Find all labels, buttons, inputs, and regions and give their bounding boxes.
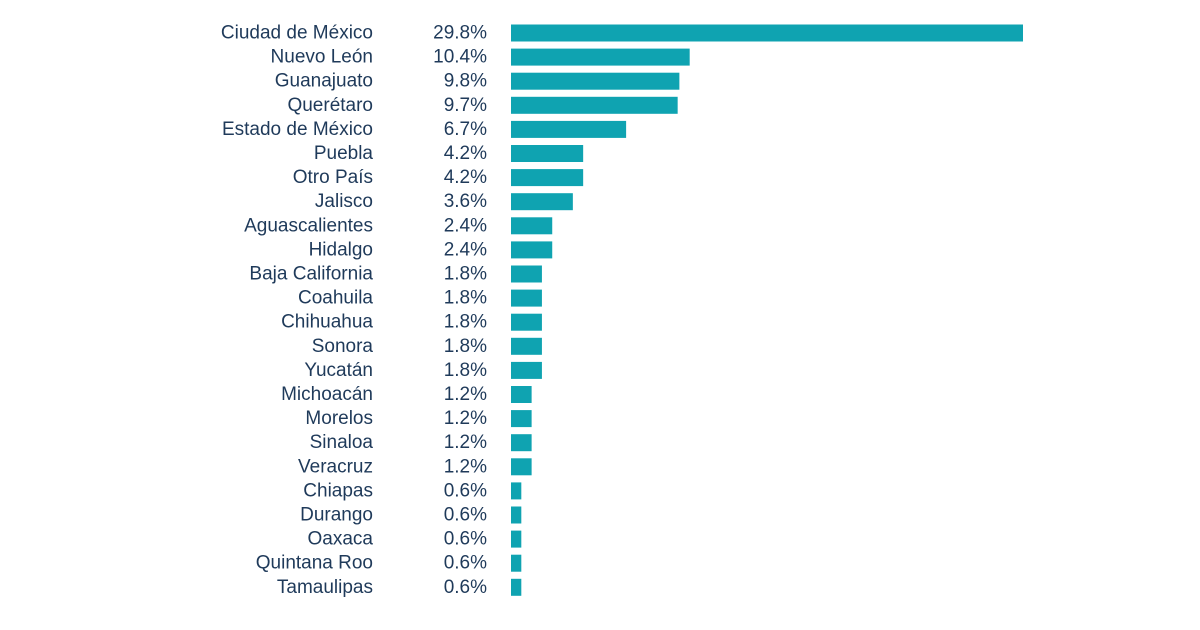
category-label: Yucatán xyxy=(304,360,373,381)
category-label: Morelos xyxy=(305,408,373,429)
value-label: 6.7% xyxy=(444,119,487,140)
value-label: 3.6% xyxy=(444,191,487,212)
category-label: Jalisco xyxy=(315,191,373,212)
category-label: Sonora xyxy=(312,336,374,357)
bar xyxy=(511,458,532,476)
value-label: 1.8% xyxy=(444,360,487,381)
value-label: 10.4% xyxy=(433,47,487,68)
category-label: Quintana Roo xyxy=(256,553,373,574)
value-label: 2.4% xyxy=(444,215,487,236)
bar xyxy=(511,386,532,403)
value-label: 0.6% xyxy=(444,529,487,550)
category-label: Michoacán xyxy=(281,384,373,405)
bar xyxy=(511,265,542,283)
category-label: Puebla xyxy=(314,143,374,164)
category-label: Coahuila xyxy=(298,288,373,309)
bar xyxy=(511,24,1023,42)
value-label: 9.8% xyxy=(444,71,487,92)
category-label: Otro País xyxy=(293,167,373,188)
category-label: Veracruz xyxy=(298,456,373,477)
category-label: Hidalgo xyxy=(309,239,373,260)
value-labels: 29.8% 10.4% 9.8% 9.7% 6.7% 4.2% 4.2% 3.6% 2.4% 2.… xyxy=(433,23,487,598)
bar xyxy=(511,337,542,355)
bar xyxy=(511,578,522,596)
bar xyxy=(511,145,584,162)
category-label: Estado de México xyxy=(222,119,373,140)
bar xyxy=(511,434,532,452)
category-label: Chihuahua xyxy=(281,312,373,333)
value-label: 1.8% xyxy=(444,336,487,357)
bars xyxy=(511,24,1023,596)
value-label: 0.6% xyxy=(444,577,487,598)
value-label: 1.8% xyxy=(444,312,487,333)
category-label: Querétaro xyxy=(287,95,373,116)
category-label: Tamaulipas xyxy=(277,577,373,598)
value-label: 1.2% xyxy=(444,408,487,429)
category-label: Guanajuato xyxy=(275,71,373,92)
bar xyxy=(511,120,627,138)
value-label: 4.2% xyxy=(444,167,487,188)
bar xyxy=(511,530,522,548)
category-label: Ciudad de México xyxy=(221,23,373,44)
category-label: Durango xyxy=(300,505,373,526)
value-label: 29.8% xyxy=(433,23,487,44)
bar xyxy=(511,313,542,331)
category-label: Sinaloa xyxy=(310,432,374,453)
value-label: 1.2% xyxy=(444,432,487,453)
category-labels: Ciudad de México Nuevo León Guanajuato Quer… xyxy=(221,23,374,598)
category-label: Oaxaca xyxy=(308,529,374,550)
bar xyxy=(511,482,522,500)
bar xyxy=(511,241,553,259)
value-label: 0.6% xyxy=(444,505,487,526)
category-label: Baja California xyxy=(249,264,373,285)
category-label: Chiapas xyxy=(303,480,373,501)
bar xyxy=(511,217,553,235)
value-label: 9.7% xyxy=(444,95,487,116)
category-label: Nuevo León xyxy=(271,47,373,68)
bar xyxy=(511,48,690,66)
bar xyxy=(511,506,522,524)
value-label: 1.2% xyxy=(444,384,487,405)
value-label: 1.2% xyxy=(444,456,487,477)
category-label: Aguascalientes xyxy=(244,215,373,236)
value-label: 0.6% xyxy=(444,480,487,501)
value-label: 1.8% xyxy=(444,288,487,309)
value-label: 2.4% xyxy=(444,239,487,260)
bar xyxy=(511,72,680,90)
value-label: 0.6% xyxy=(444,553,487,574)
bar xyxy=(511,289,542,307)
bar xyxy=(511,169,584,187)
bar xyxy=(511,410,532,428)
value-label: 4.2% xyxy=(444,143,487,164)
bar xyxy=(511,96,678,114)
value-label: 1.8% xyxy=(444,264,487,285)
bar xyxy=(511,554,522,572)
bar xyxy=(511,193,573,211)
bar xyxy=(511,361,542,379)
